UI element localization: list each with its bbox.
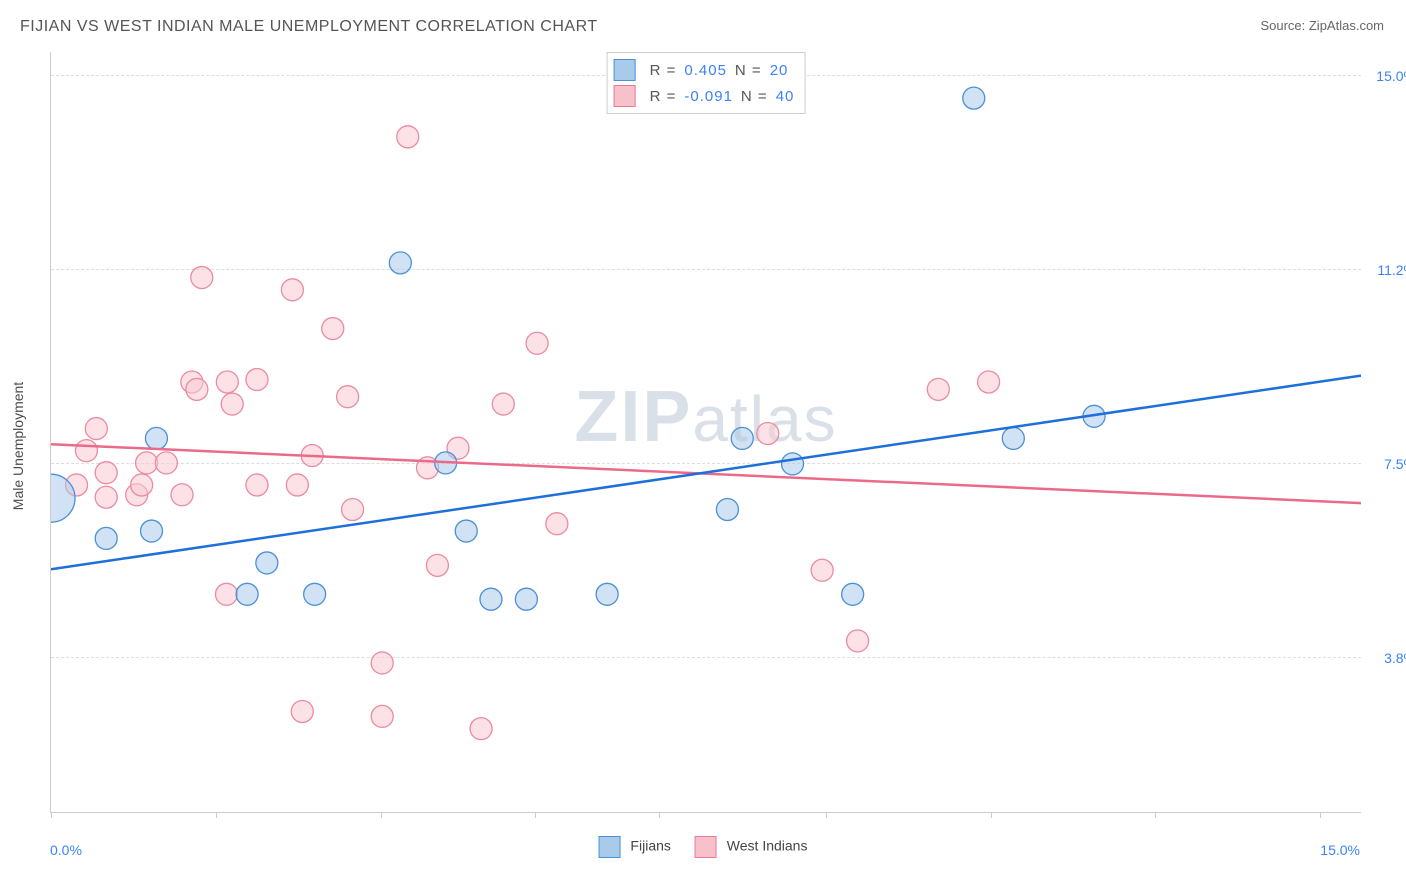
data-point bbox=[480, 588, 502, 610]
data-point bbox=[191, 267, 213, 289]
data-point bbox=[515, 588, 537, 610]
data-point bbox=[426, 554, 448, 576]
data-point bbox=[371, 705, 393, 727]
legend-label: Fijians bbox=[630, 838, 670, 854]
data-point bbox=[75, 440, 97, 462]
x-tick bbox=[1155, 812, 1156, 818]
data-point bbox=[470, 718, 492, 740]
chart-title: FIJIAN VS WEST INDIAN MALE UNEMPLOYMENT … bbox=[20, 18, 598, 36]
data-point bbox=[304, 583, 326, 605]
data-point bbox=[963, 87, 985, 109]
x-tick bbox=[535, 812, 536, 818]
plot-area: ZIPatlas 15.0%11.2%7.5%3.8% R = 0.405 N … bbox=[50, 52, 1361, 813]
x-max-label: 15.0% bbox=[1320, 842, 1360, 858]
data-point bbox=[782, 453, 804, 475]
legend-row-westindians: R = -0.091 N = 40 bbox=[614, 83, 795, 109]
data-point bbox=[215, 583, 237, 605]
x-tick bbox=[826, 812, 827, 818]
x-tick bbox=[51, 812, 52, 818]
data-point bbox=[155, 452, 177, 474]
r-label: R = bbox=[650, 62, 677, 79]
data-point bbox=[291, 700, 313, 722]
data-point bbox=[145, 427, 167, 449]
y-tick-label: 3.8% bbox=[1366, 650, 1406, 666]
data-point bbox=[389, 252, 411, 274]
data-point bbox=[927, 378, 949, 400]
series-legend: Fijians West Indians bbox=[599, 836, 808, 858]
data-point bbox=[492, 393, 514, 415]
data-point bbox=[978, 371, 1000, 393]
data-point bbox=[842, 583, 864, 605]
data-point bbox=[216, 371, 238, 393]
n-value: 20 bbox=[770, 62, 789, 79]
y-tick-label: 7.5% bbox=[1366, 456, 1406, 472]
x-tick bbox=[381, 812, 382, 818]
legend-item-fijians: Fijians bbox=[599, 836, 671, 858]
scatter-svg bbox=[51, 52, 1361, 812]
n-value: 40 bbox=[776, 88, 795, 105]
data-point bbox=[596, 583, 618, 605]
data-point bbox=[131, 474, 153, 496]
legend-swatch-fijians bbox=[599, 836, 621, 858]
x-min-label: 0.0% bbox=[50, 842, 82, 858]
r-value: 0.405 bbox=[684, 62, 727, 79]
data-point bbox=[85, 418, 107, 440]
data-point bbox=[371, 652, 393, 674]
data-point bbox=[95, 462, 117, 484]
y-tick-label: 11.2% bbox=[1366, 262, 1406, 278]
data-point bbox=[171, 484, 193, 506]
legend-swatch-westindians bbox=[695, 836, 717, 858]
trend-line bbox=[51, 376, 1361, 570]
data-point bbox=[236, 583, 258, 605]
n-label: N = bbox=[735, 62, 762, 79]
data-point bbox=[716, 498, 738, 520]
data-point bbox=[757, 422, 779, 444]
data-point bbox=[95, 527, 117, 549]
data-point bbox=[281, 279, 303, 301]
data-point bbox=[221, 393, 243, 415]
y-tick-label: 15.0% bbox=[1366, 68, 1406, 84]
data-point bbox=[322, 318, 344, 340]
data-point bbox=[186, 378, 208, 400]
data-point bbox=[526, 332, 548, 354]
r-value: -0.091 bbox=[684, 88, 733, 105]
data-point bbox=[546, 513, 568, 535]
data-point bbox=[342, 498, 364, 520]
legend-row-fijians: R = 0.405 N = 20 bbox=[614, 57, 795, 83]
data-point bbox=[136, 452, 158, 474]
legend-swatch-fijians bbox=[614, 59, 636, 81]
data-point bbox=[141, 520, 163, 542]
source-attribution: Source: ZipAtlas.com bbox=[1260, 18, 1384, 33]
data-point bbox=[286, 474, 308, 496]
data-point bbox=[455, 520, 477, 542]
x-tick bbox=[216, 812, 217, 818]
legend-item-westindians: West Indians bbox=[695, 836, 808, 858]
correlation-legend: R = 0.405 N = 20 R = -0.091 N = 40 bbox=[607, 52, 806, 114]
x-tick bbox=[659, 812, 660, 818]
chart-container: FIJIAN VS WEST INDIAN MALE UNEMPLOYMENT … bbox=[0, 0, 1406, 892]
legend-swatch-westindians bbox=[614, 85, 636, 107]
r-label: R = bbox=[650, 88, 677, 105]
data-point bbox=[397, 126, 419, 148]
data-point bbox=[337, 386, 359, 408]
data-point bbox=[811, 559, 833, 581]
y-axis-label: Male Unemployment bbox=[10, 382, 26, 510]
data-point bbox=[256, 552, 278, 574]
legend-label: West Indians bbox=[727, 838, 808, 854]
data-point bbox=[246, 369, 268, 391]
x-tick bbox=[1320, 812, 1321, 818]
data-point bbox=[1002, 427, 1024, 449]
n-label: N = bbox=[741, 88, 768, 105]
data-point bbox=[847, 630, 869, 652]
data-point bbox=[731, 427, 753, 449]
data-point bbox=[246, 474, 268, 496]
data-point bbox=[95, 486, 117, 508]
x-tick bbox=[991, 812, 992, 818]
